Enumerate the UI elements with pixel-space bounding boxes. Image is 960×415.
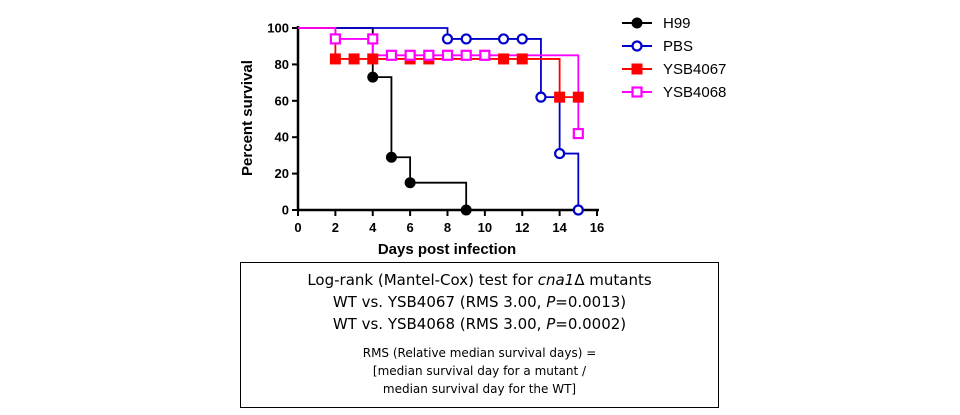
- marker-ysb4067: [329, 53, 341, 65]
- legend-label-pbs: PBS: [663, 38, 693, 55]
- marker-ysb4067: [572, 91, 584, 103]
- x-tick-label: 14: [552, 220, 567, 235]
- legend-marker-pbs: [631, 40, 643, 52]
- series-group: [298, 27, 584, 216]
- x-tick-label: 2: [332, 220, 339, 235]
- stats-comparison-ysb4068: WT vs. YSB4068 (RMS 3.00, P=0.0002): [332, 315, 627, 333]
- stats-comparison-ysb4067: WT vs. YSB4067 (RMS 3.00, P=0.0013): [332, 293, 627, 311]
- marker-h99: [367, 71, 379, 83]
- x-tick-label: 0: [294, 220, 301, 235]
- x-tick-label: 10: [478, 220, 492, 235]
- marker-ysb4067: [516, 53, 528, 65]
- x-tick-label: 12: [515, 220, 529, 235]
- legend-label-ysb4067: YSB4067: [663, 61, 726, 78]
- marker-ysb4068: [385, 49, 398, 61]
- y-tick-label: 60: [275, 93, 289, 108]
- x-tick-label: 8: [444, 220, 451, 235]
- survival-chart: 0 2 4 6 8 10 12 14 16 0 20 40 60 80 100 H99 PBS YSB4067 Y…: [239, 15, 726, 258]
- y-tick-label: 0: [282, 203, 289, 218]
- marker-ysb4067: [348, 53, 360, 65]
- marker-pbs: [441, 33, 454, 45]
- legend: H99 PBS YSB4067 YSB4068: [622, 15, 726, 101]
- y-axis-label: Percent survival: [239, 60, 256, 176]
- y-tick-label: 40: [275, 130, 289, 145]
- legend-marker-h99: [631, 17, 643, 29]
- marker-ysb4068: [479, 49, 491, 61]
- y-tick-label: 100: [267, 21, 289, 36]
- marker-h99: [385, 151, 397, 163]
- x-tick-label: 6: [407, 220, 414, 235]
- marker-pbs: [516, 33, 528, 45]
- marker-ysb4068: [423, 49, 435, 61]
- rms-definition: RMS (Relative median survival days) = [m…: [241, 344, 718, 398]
- marker-pbs: [535, 91, 547, 103]
- rms-definition-line: RMS (Relative median survival days) =: [362, 346, 597, 360]
- marker-ysb4067: [554, 91, 566, 103]
- marker-ysb4067: [498, 53, 510, 65]
- marker-h99: [404, 177, 416, 189]
- marker-ysb4068: [572, 127, 584, 140]
- marker-pbs: [572, 204, 584, 216]
- legend-label-ysb4068: YSB4068: [663, 84, 726, 101]
- legend-marker-ysb4067: [631, 63, 643, 75]
- rms-definition-line: [median survival day for a mutant /: [372, 364, 587, 378]
- gene-name: cna1: [537, 271, 575, 289]
- marker-ysb4068: [441, 49, 454, 61]
- legend-label-h99: H99: [663, 15, 691, 32]
- marker-pbs: [554, 147, 566, 160]
- marker-h99: [460, 204, 472, 216]
- y-tick-label: 20: [275, 166, 289, 181]
- x-tick-label: 16: [590, 220, 604, 235]
- stats-title: Log-rank (Mantel-Cox) test for cna1Δ mut…: [307, 271, 652, 289]
- marker-pbs: [497, 33, 510, 45]
- marker-ysb4068: [404, 49, 416, 61]
- marker-ysb4068: [329, 33, 341, 45]
- y-tick-label: 80: [275, 57, 289, 72]
- marker-ysb4067: [367, 53, 379, 65]
- rms-definition-line: median survival day for the WT]: [382, 382, 577, 396]
- marker-ysb4068: [367, 33, 379, 45]
- marker-ysb4068: [460, 49, 472, 61]
- axes: 0 2 4 6 8 10 12 14 16 0 20 40 60 80 100: [267, 21, 604, 236]
- x-axis-label: Days post infection: [378, 241, 516, 258]
- statistics-box: Log-rank (Mantel-Cox) test for cna1Δ mut…: [240, 262, 719, 408]
- marker-pbs: [460, 33, 472, 45]
- x-tick-label: 4: [369, 220, 377, 235]
- legend-marker-ysb4068: [631, 86, 643, 98]
